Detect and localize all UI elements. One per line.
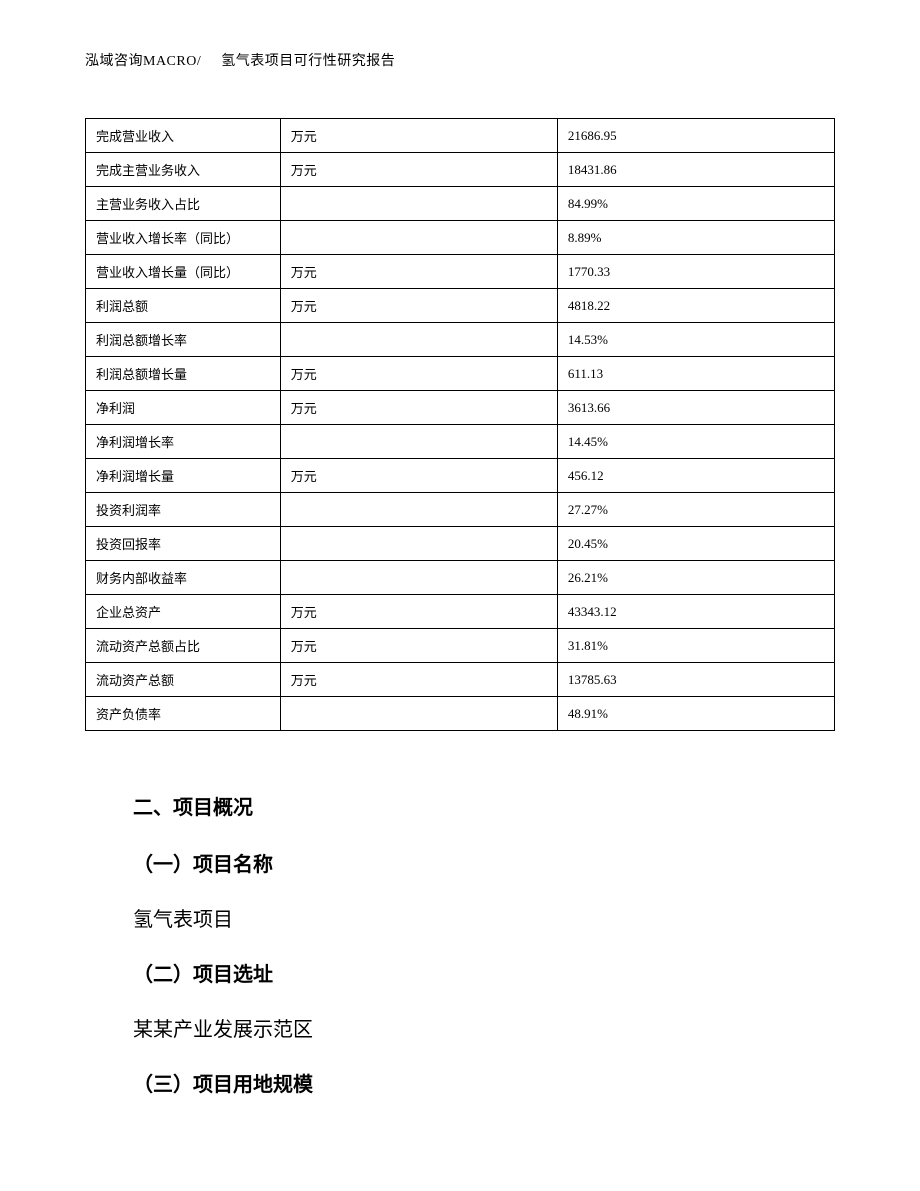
subsection-body-2: 某某产业发展示范区	[133, 1013, 835, 1042]
table-row: 资产负债率 48.91%	[86, 697, 835, 731]
document-page: 泓域咨询MACRO/氢气表项目可行性研究报告 完成营业收入 万元 21686.9…	[0, 0, 920, 1173]
header-title: 氢气表项目可行性研究报告	[221, 54, 395, 69]
cell-unit: 万元	[280, 663, 557, 697]
section-heading-2: 二、项目概况	[133, 791, 835, 820]
cell-label: 营业收入增长率（同比）	[86, 221, 281, 255]
table-row: 净利润 万元 3613.66	[86, 391, 835, 425]
cell-label: 净利润增长量	[86, 459, 281, 493]
cell-unit: 万元	[280, 391, 557, 425]
table-row: 利润总额增长率 14.53%	[86, 323, 835, 357]
cell-value: 31.81%	[557, 629, 834, 663]
cell-label: 投资利润率	[86, 493, 281, 527]
cell-label: 资产负债率	[86, 697, 281, 731]
cell-value: 4818.22	[557, 289, 834, 323]
subsection-body-1: 氢气表项目	[133, 903, 835, 932]
subsection-heading-2: （二）项目选址	[133, 958, 835, 987]
cell-label: 投资回报率	[86, 527, 281, 561]
cell-label: 净利润	[86, 391, 281, 425]
cell-value: 18431.86	[557, 153, 834, 187]
table-row: 营业收入增长率（同比） 8.89%	[86, 221, 835, 255]
cell-value: 3613.66	[557, 391, 834, 425]
subsection-heading-3: （三）项目用地规模	[133, 1068, 835, 1097]
cell-label: 财务内部收益率	[86, 561, 281, 595]
table-row: 投资利润率 27.27%	[86, 493, 835, 527]
cell-unit: 万元	[280, 629, 557, 663]
cell-value: 14.53%	[557, 323, 834, 357]
cell-label: 净利润增长率	[86, 425, 281, 459]
cell-value: 611.13	[557, 357, 834, 391]
cell-label: 利润总额增长量	[86, 357, 281, 391]
cell-unit	[280, 187, 557, 221]
cell-value: 20.45%	[557, 527, 834, 561]
content-section: 二、项目概况 （一）项目名称 氢气表项目 （二）项目选址 某某产业发展示范区 （…	[85, 791, 835, 1097]
cell-label: 企业总资产	[86, 595, 281, 629]
cell-value: 84.99%	[557, 187, 834, 221]
cell-value: 14.45%	[557, 425, 834, 459]
cell-label: 流动资产总额	[86, 663, 281, 697]
financial-data-table: 完成营业收入 万元 21686.95 完成主营业务收入 万元 18431.86 …	[85, 118, 835, 731]
table-row: 营业收入增长量（同比） 万元 1770.33	[86, 255, 835, 289]
cell-value: 27.27%	[557, 493, 834, 527]
page-header: 泓域咨询MACRO/氢气表项目可行性研究报告	[85, 50, 835, 70]
table-row: 净利润增长率 14.45%	[86, 425, 835, 459]
cell-label: 利润总额	[86, 289, 281, 323]
cell-value: 1770.33	[557, 255, 834, 289]
cell-label: 主营业务收入占比	[86, 187, 281, 221]
cell-unit	[280, 323, 557, 357]
cell-label: 完成营业收入	[86, 119, 281, 153]
table-row: 主营业务收入占比 84.99%	[86, 187, 835, 221]
cell-value: 21686.95	[557, 119, 834, 153]
cell-value: 43343.12	[557, 595, 834, 629]
table-row: 完成营业收入 万元 21686.95	[86, 119, 835, 153]
table-row: 利润总额 万元 4818.22	[86, 289, 835, 323]
table-body: 完成营业收入 万元 21686.95 完成主营业务收入 万元 18431.86 …	[86, 119, 835, 731]
header-company: 泓域咨询MACRO/	[85, 54, 201, 69]
table-row: 流动资产总额 万元 13785.63	[86, 663, 835, 697]
cell-unit: 万元	[280, 119, 557, 153]
cell-value: 48.91%	[557, 697, 834, 731]
cell-label: 流动资产总额占比	[86, 629, 281, 663]
table-row: 利润总额增长量 万元 611.13	[86, 357, 835, 391]
cell-value: 13785.63	[557, 663, 834, 697]
cell-unit	[280, 561, 557, 595]
cell-unit	[280, 425, 557, 459]
cell-label: 利润总额增长率	[86, 323, 281, 357]
cell-unit: 万元	[280, 357, 557, 391]
table-row: 投资回报率 20.45%	[86, 527, 835, 561]
subsection-heading-1: （一）项目名称	[133, 848, 835, 877]
cell-label: 营业收入增长量（同比）	[86, 255, 281, 289]
cell-unit: 万元	[280, 153, 557, 187]
cell-unit	[280, 697, 557, 731]
cell-unit: 万元	[280, 255, 557, 289]
cell-value: 456.12	[557, 459, 834, 493]
table-row: 完成主营业务收入 万元 18431.86	[86, 153, 835, 187]
cell-unit: 万元	[280, 595, 557, 629]
table-row: 财务内部收益率 26.21%	[86, 561, 835, 595]
cell-unit: 万元	[280, 459, 557, 493]
table-row: 流动资产总额占比 万元 31.81%	[86, 629, 835, 663]
table-row: 企业总资产 万元 43343.12	[86, 595, 835, 629]
cell-unit	[280, 527, 557, 561]
cell-label: 完成主营业务收入	[86, 153, 281, 187]
cell-unit	[280, 221, 557, 255]
cell-unit: 万元	[280, 289, 557, 323]
cell-unit	[280, 493, 557, 527]
cell-value: 26.21%	[557, 561, 834, 595]
cell-value: 8.89%	[557, 221, 834, 255]
table-row: 净利润增长量 万元 456.12	[86, 459, 835, 493]
